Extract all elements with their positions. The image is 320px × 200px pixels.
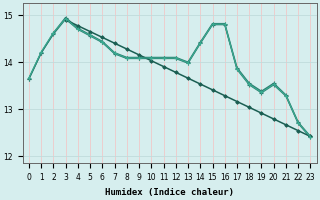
X-axis label: Humidex (Indice chaleur): Humidex (Indice chaleur)	[105, 188, 234, 197]
